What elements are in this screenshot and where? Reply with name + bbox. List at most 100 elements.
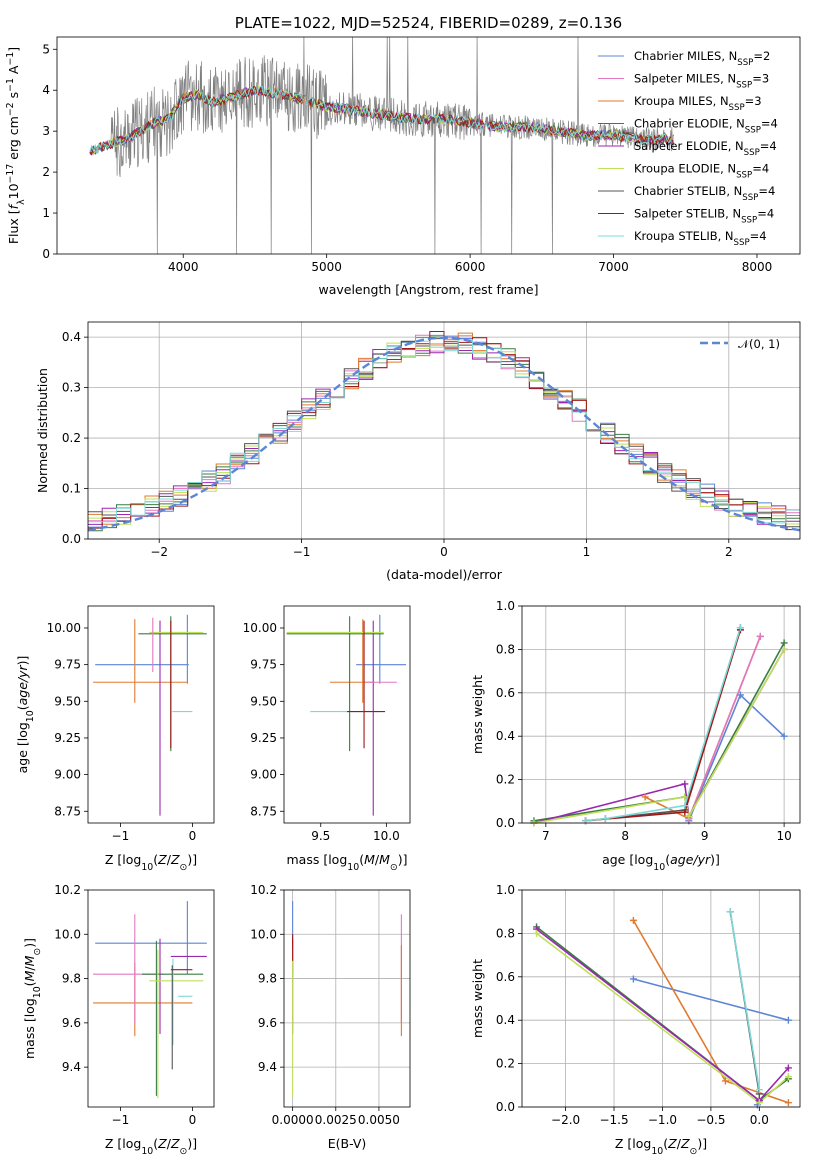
plot-area: [88, 331, 800, 532]
chart-residuals: −2 −1 0 1 2 0.0 0.1 0.2 0.3 0.4 (data-model)/error…: [35, 321, 801, 582]
legend-entry: Chabrier ELODIE, NSSP=4: [634, 117, 778, 136]
y-tick-label: 9.6: [258, 1016, 277, 1030]
x-tick-label: 5000: [311, 260, 342, 274]
y-tick-label: 10.00: [47, 621, 81, 635]
weight-marker: [533, 929, 541, 937]
y-tick-label: 0.4: [496, 1013, 515, 1027]
plot-area: [89, 37, 674, 254]
y-tick-label: 10.2: [250, 883, 277, 897]
residual-histogram: [88, 331, 800, 531]
chart-massweight-vs-age: 7 8 9 10 0.0 0.2 0.4 0.6 0.8 1.0 age [log10(age/yr…: [470, 599, 801, 873]
x-tick-label: 8000: [742, 260, 773, 274]
y-tick-label: 0.0: [496, 816, 515, 830]
weight-marker: [629, 916, 637, 924]
axes-frame: [87, 889, 215, 1108]
y-tick-label: 10.2: [54, 883, 81, 897]
x-axis-label: Z [log10(Z/Z⊙)]: [615, 1136, 707, 1157]
y-tick-label: 9.50: [54, 694, 81, 708]
x-tick-label: 9.5: [311, 829, 330, 843]
x-axis-label: wavelength [Angstrom, rest frame]: [318, 282, 538, 297]
weight-marker: [784, 1073, 792, 1081]
weight-marker: [780, 732, 788, 740]
weight-line: [585, 629, 742, 822]
y-tick-label: 9.25: [250, 731, 277, 745]
x-tick-label: 7: [542, 829, 550, 843]
x-tick-label: 2: [725, 545, 733, 559]
x-axis-label: age [log10(age/yr)]: [602, 852, 720, 873]
y-tick-label: 0.1: [62, 482, 81, 496]
legend-entry: Salpeter ELODIE, NSSP=4: [634, 139, 777, 158]
plot-area: [292, 901, 402, 1099]
y-tick-label: 0.8: [496, 926, 515, 940]
legend-entry: Salpeter STELIB, NSSP=4: [634, 207, 774, 226]
plot-area: [93, 901, 207, 1099]
y-tick-label: 0.2: [496, 773, 515, 787]
x-axis-label: Z [log10(Z/Z⊙)]: [105, 1136, 197, 1157]
y-tick-label: 0.0: [62, 532, 81, 546]
y-tick-label: 5: [42, 42, 50, 56]
weight-marker: [780, 639, 788, 647]
x-tick-label: −0.5: [696, 1113, 725, 1127]
plot-area: [286, 614, 407, 816]
y-tick-label: 8.75: [250, 804, 277, 818]
y-tick-label: 2: [42, 165, 50, 179]
y-axis-label: mass weight: [470, 959, 485, 1038]
x-tick-label: 7000: [598, 260, 629, 274]
x-tick-label: −1.5: [599, 1113, 628, 1127]
x-axis-label: (data-model)/error: [386, 567, 503, 582]
axes-frame: [87, 321, 801, 540]
chart-massweight-vs-Z: −2.0 −1.5 −1.0 −0.5 0.0 0.0 0.2 0.4 0.6 0.8 1.0 Z […: [470, 883, 801, 1157]
y-tick-label: 9.75: [250, 658, 277, 672]
y-tick-label: 3: [42, 124, 50, 138]
x-tick-label: −1: [112, 829, 130, 843]
weight-marker: [780, 645, 788, 653]
weight-line: [633, 978, 789, 1021]
y-axis-label: Flux [fλ10−17 erg cm−2 s−1 A−1]: [5, 47, 27, 244]
chart-age-vs-mass: 9.5 10.0 8.75 9.00 9.25 9.50 9.75 10.00 mass [lo…: [243, 605, 411, 873]
y-tick-label: 10.0: [54, 927, 81, 941]
x-tick-label: 0.0025: [315, 1113, 357, 1127]
legend-entry: Chabrier STELIB, NSSP=4: [634, 184, 775, 203]
x-tick-label: 8: [621, 829, 629, 843]
legend-entry: Chabrier MILES, NSSP=2: [634, 49, 770, 68]
legend-entry: Salpeter MILES, NSSP=3: [634, 72, 769, 91]
x-tick-label: 0.0050: [358, 1113, 400, 1127]
y-tick-label: 9.6: [62, 1016, 81, 1030]
x-tick-label: 0: [189, 829, 197, 843]
y-tick-label: 9.4: [62, 1060, 81, 1074]
plot-area: [533, 627, 785, 823]
chart-title: PLATE=1022, MJD=52524, FIBERID=0289, z=0…: [235, 14, 622, 32]
x-tick-label: 4000: [168, 260, 199, 274]
x-tick-label: 1: [583, 545, 591, 559]
x-tick-label: 6000: [455, 260, 486, 274]
weight-marker: [755, 1086, 763, 1094]
weight-line: [729, 911, 761, 1090]
x-tick-label: 0.0000: [272, 1113, 314, 1127]
y-tick-label: 9.8: [258, 972, 277, 986]
weight-marker: [755, 1099, 763, 1107]
axes-frame: [521, 889, 801, 1108]
x-tick-label: 0: [440, 545, 448, 559]
y-tick-label: 0.2: [62, 431, 81, 445]
weight-marker: [736, 624, 744, 632]
residual-histogram: [88, 339, 800, 524]
y-tick-label: 0.6: [496, 970, 515, 984]
y-tick-label: 9.50: [250, 694, 277, 708]
y-tick-label: 1.0: [496, 883, 515, 897]
weight-marker: [721, 1077, 729, 1085]
y-tick-label: 0.2: [496, 1057, 515, 1071]
chart-age-vs-Z: −1 0 8.75 9.00 9.25 9.50 9.75 10.00 Z [log10(Z/Z…: [15, 605, 215, 873]
x-tick-label: 0: [189, 1113, 197, 1127]
chart-mass-vs-Z: −1 0 9.4 9.6 9.8 10.0 10.2 Z [log10(Z/Z⊙)] mass …: [22, 883, 215, 1157]
x-axis-label: Z [log10(Z/Z⊙)]: [105, 852, 197, 873]
y-tick-label: 0: [42, 247, 50, 261]
weight-marker: [784, 1064, 792, 1072]
weight-line: [688, 636, 762, 819]
y-tick-label: 9.4: [258, 1060, 277, 1074]
y-tick-label: 9.8: [62, 972, 81, 986]
legend-entry: Kroupa MILES, NSSP=3: [634, 94, 762, 113]
axes-frame: [56, 36, 801, 255]
y-tick-label: 9.00: [54, 768, 81, 782]
chart-spectrum: 4000 5000 6000 7000 8000 0 1 2 3 4 5 PLATE=1022, MJ…: [5, 14, 801, 297]
axes-frame: [521, 605, 801, 824]
